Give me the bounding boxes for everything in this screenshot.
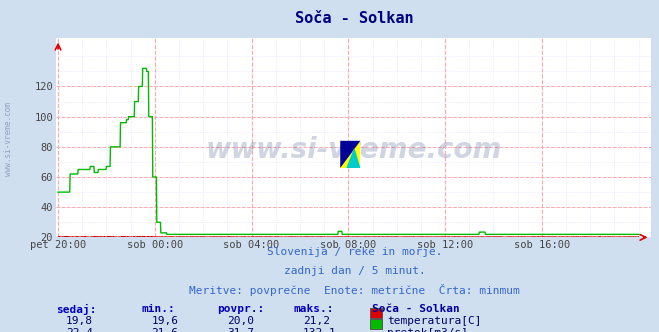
Polygon shape xyxy=(346,148,360,168)
Text: Slovenija / reke in morje.: Slovenija / reke in morje. xyxy=(267,247,442,257)
Text: www.si-vreme.com: www.si-vreme.com xyxy=(206,136,501,164)
Text: Soča - Solkan: Soča - Solkan xyxy=(372,304,460,314)
Text: povpr.:: povpr.: xyxy=(217,304,265,314)
Text: 19,6: 19,6 xyxy=(152,316,179,326)
Text: temperatura[C]: temperatura[C] xyxy=(387,316,482,326)
Text: min.:: min.: xyxy=(142,304,175,314)
Text: 20,0: 20,0 xyxy=(227,316,254,326)
Text: maks.:: maks.: xyxy=(293,304,333,314)
Text: 22,4: 22,4 xyxy=(66,328,93,332)
Text: 19,8: 19,8 xyxy=(66,316,93,326)
Text: Soča - Solkan: Soča - Solkan xyxy=(295,11,414,26)
Text: Meritve: povprečne  Enote: metrične  Črta: minmum: Meritve: povprečne Enote: metrične Črta:… xyxy=(189,284,520,296)
Text: www.si-vreme.com: www.si-vreme.com xyxy=(4,103,13,176)
Polygon shape xyxy=(340,141,360,168)
Polygon shape xyxy=(340,141,360,168)
Text: 21,6: 21,6 xyxy=(152,328,179,332)
Text: 31,7: 31,7 xyxy=(227,328,254,332)
Text: sedaj:: sedaj: xyxy=(56,304,96,315)
Text: pretok[m3/s]: pretok[m3/s] xyxy=(387,328,469,332)
Text: 132,1: 132,1 xyxy=(303,328,337,332)
Text: zadnji dan / 5 minut.: zadnji dan / 5 minut. xyxy=(283,266,426,276)
Text: 21,2: 21,2 xyxy=(303,316,330,326)
